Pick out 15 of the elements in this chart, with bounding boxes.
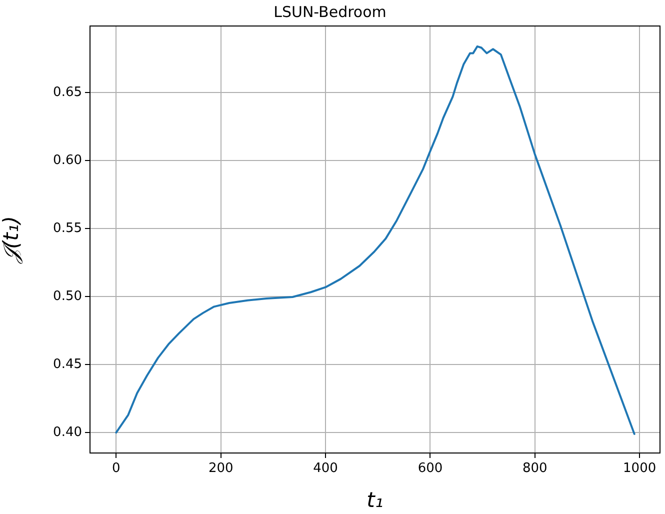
y-tick-label: 0.60 [53, 153, 82, 168]
chart-title: LSUN-Bedroom [274, 2, 386, 21]
y-axis-title: 𝒥(t₁) [0, 216, 24, 264]
y-tick-label: 0.65 [53, 85, 82, 100]
x-tick-label: 800 [522, 461, 548, 476]
x-axis-title: t₁ [366, 488, 384, 512]
x-tick-label: 1000 [623, 461, 656, 476]
x-tick-label: 400 [313, 461, 338, 476]
y-tick-label: 0.45 [53, 356, 82, 372]
y-tick-label: 0.50 [53, 288, 82, 304]
y-tick-label: 0.40 [53, 424, 82, 440]
x-tick-label: 600 [418, 461, 443, 476]
x-tick-label: 0 [112, 461, 120, 476]
x-tick-label: 200 [208, 461, 234, 476]
y-tick-label: 0.55 [53, 220, 82, 236]
